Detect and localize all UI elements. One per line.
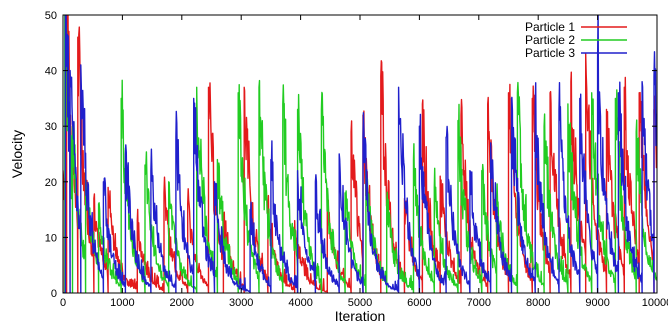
x-tick-label: 9000 (585, 297, 609, 309)
x-tick-label: 4000 (288, 297, 312, 309)
y-tick-label: 0 (51, 288, 57, 300)
x-tick-label: 0 (60, 297, 66, 309)
legend-label-3: Particle 3 (525, 46, 575, 60)
x-tick-label: 7000 (467, 297, 491, 309)
y-axis-title: Velocity (9, 130, 25, 178)
x-tick-label: 1000 (110, 297, 134, 309)
series-lines (63, 15, 657, 293)
y-tick-label: 10 (45, 232, 57, 244)
x-tick-label: 6000 (407, 297, 431, 309)
y-tick-label: 20 (45, 177, 57, 189)
x-tick-label: 2000 (170, 297, 194, 309)
y-tick-label: 50 (45, 10, 57, 22)
x-tick-label: 3000 (229, 297, 253, 309)
series-line-2 (63, 15, 657, 293)
x-axis-title: Iteration (335, 308, 386, 323)
x-tick-label: 8000 (526, 297, 550, 309)
legend-label-2: Particle 2 (525, 33, 575, 47)
series-line-3 (63, 15, 657, 293)
axis-ticks: 0 1000 2000 3000 4000 5000 6000 7000 8000 9000 100… (45, 10, 668, 309)
legend-label-1: Particle 1 (525, 20, 575, 34)
y-tick-label: 40 (45, 66, 57, 78)
y-tick-label: 30 (45, 121, 57, 133)
x-tick-label: 5000 (348, 297, 372, 309)
